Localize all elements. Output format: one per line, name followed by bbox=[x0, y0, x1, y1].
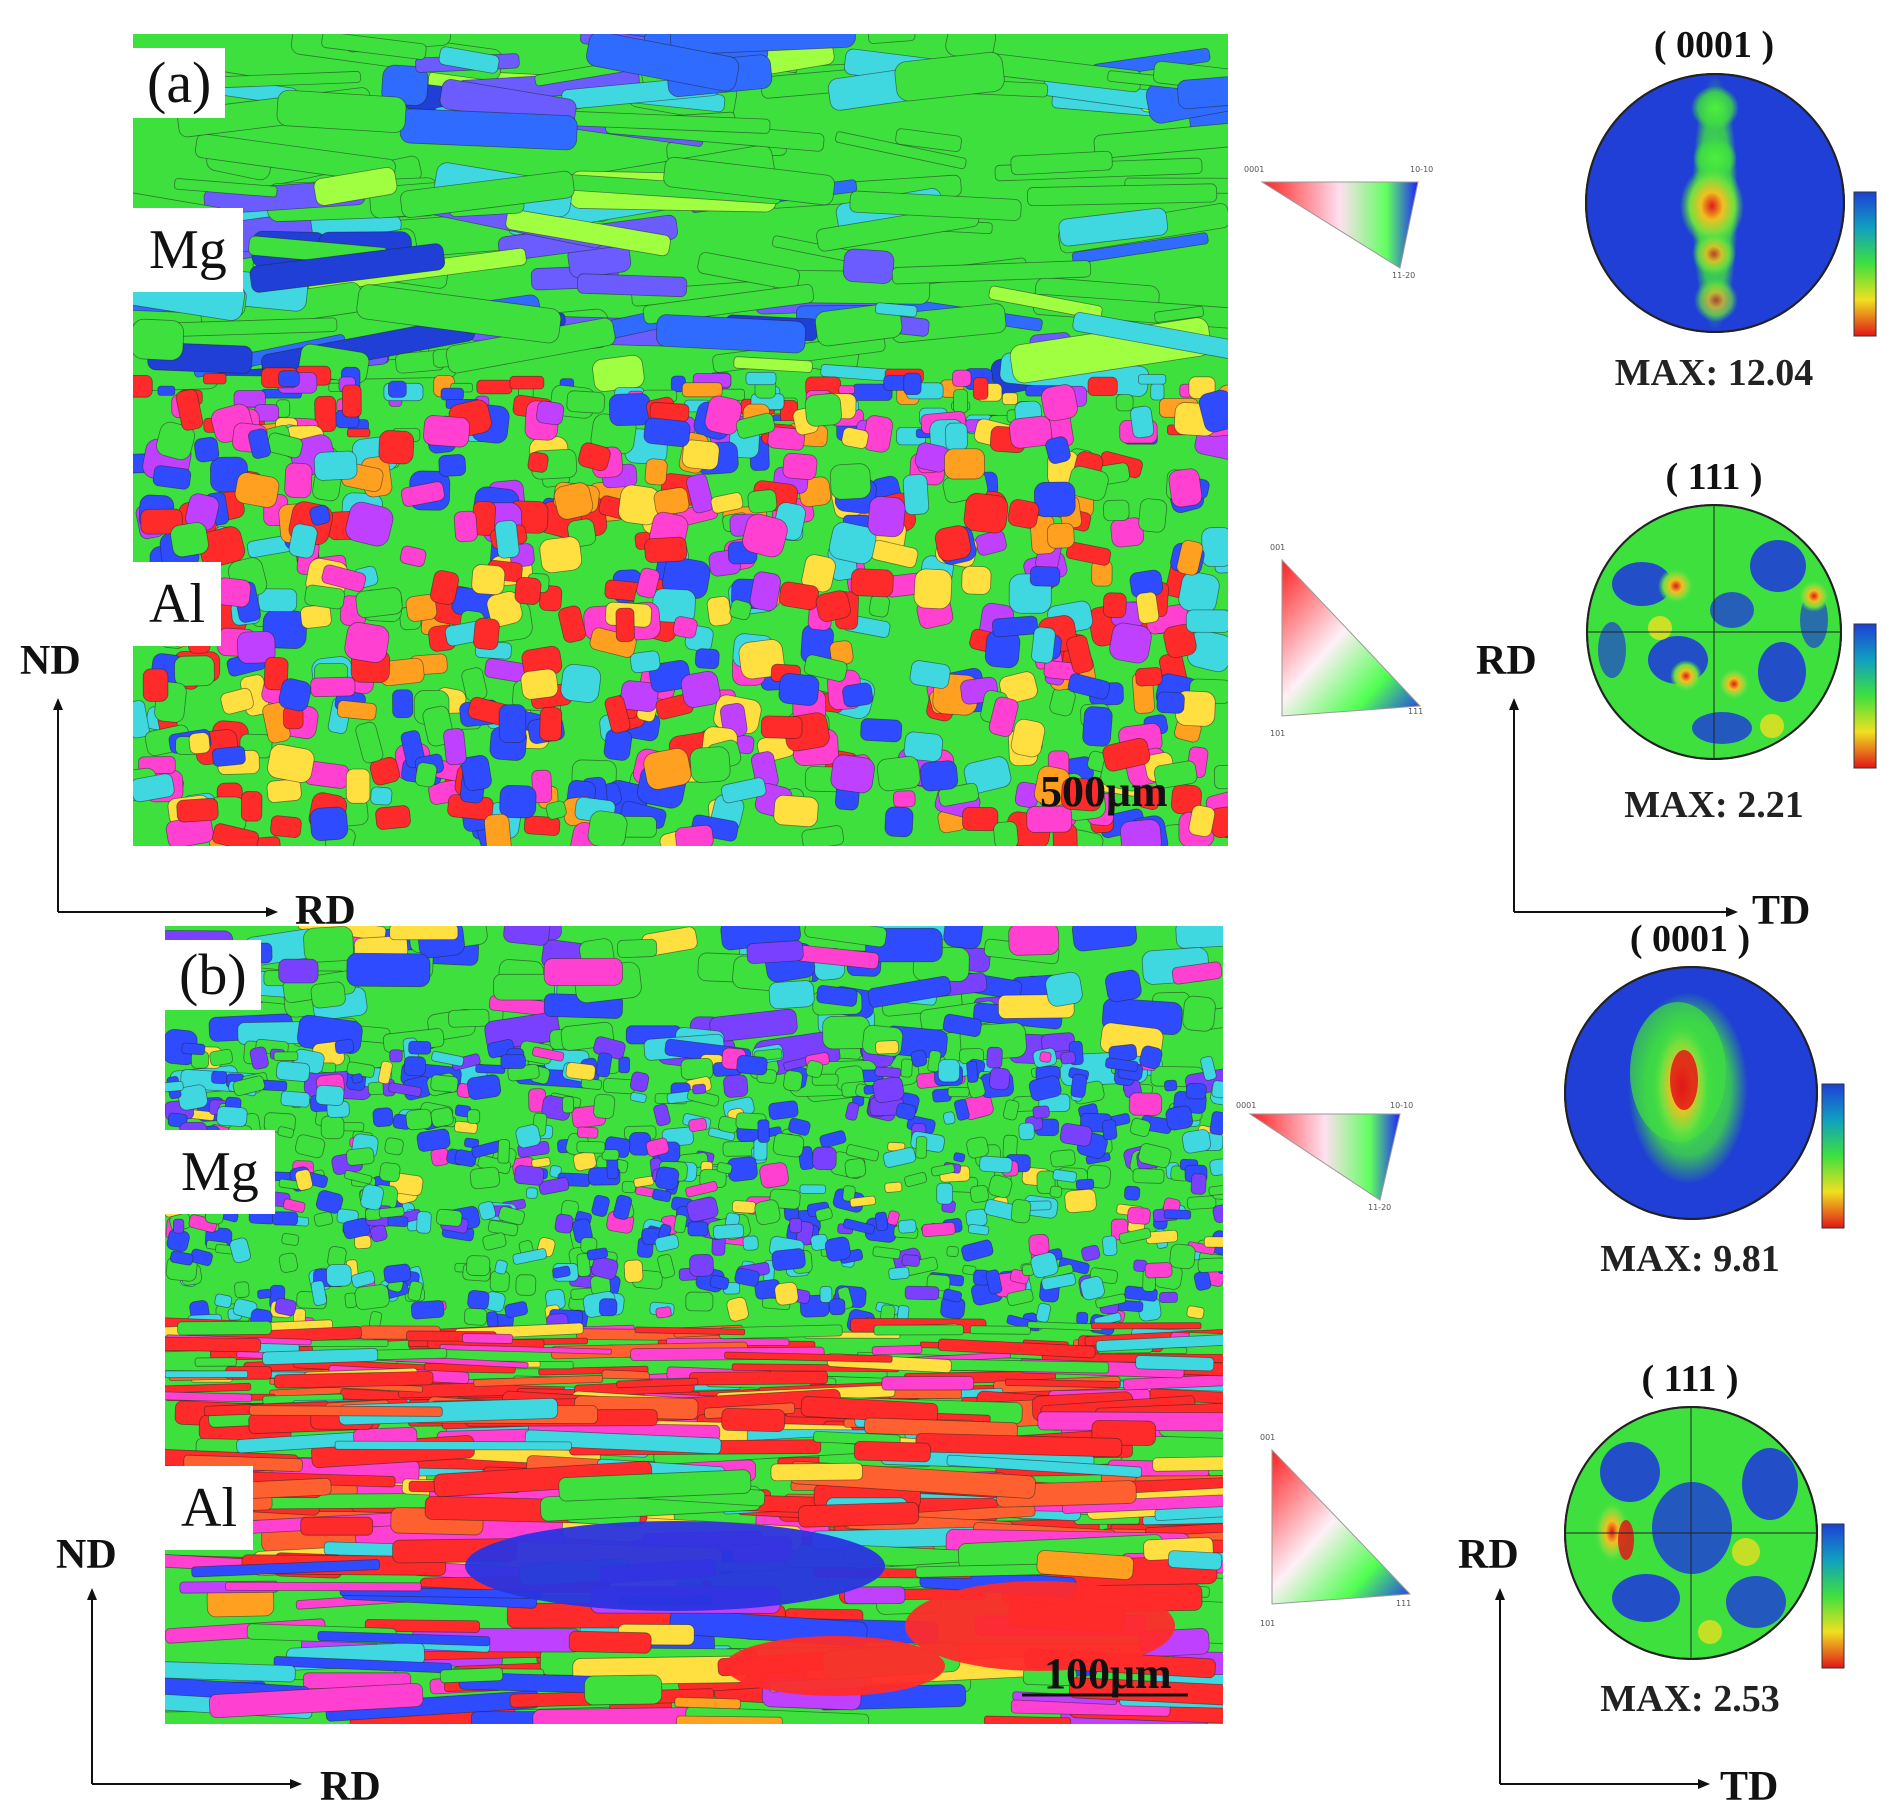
pole-figure-al-a bbox=[1586, 504, 1842, 760]
pf-title-mg-a: ( 0001 ) bbox=[1653, 24, 1775, 66]
pf-axes-b bbox=[1495, 1588, 1710, 1789]
phase-label-mg-b: Mg bbox=[165, 1130, 275, 1214]
ipf-tick-mg-a-2: 11-20 bbox=[1392, 271, 1416, 280]
pf-axis-label-td-b: TD bbox=[1720, 1764, 1779, 1810]
ipf-key-al-b bbox=[1271, 1448, 1412, 1605]
pf-axes-a bbox=[1509, 698, 1738, 917]
pf-title-al-a: ( 111 ) bbox=[1665, 456, 1763, 498]
ipf-tick-al-a-0: 001 bbox=[1270, 543, 1286, 552]
ipf-key-mg-a bbox=[1260, 181, 1419, 269]
phase-label-al-b: Al bbox=[165, 1466, 253, 1550]
ipf-key-mg-b bbox=[1248, 1113, 1401, 1201]
pole-figure-al-b bbox=[1564, 1406, 1818, 1660]
pole-figure-mg-a bbox=[1585, 73, 1845, 333]
axis-label-rd-a: RD bbox=[295, 888, 356, 934]
pf-title-al-b: ( 111 ) bbox=[1641, 1358, 1739, 1400]
axis-label-rd-b: RD bbox=[320, 1764, 381, 1810]
scale-bar-b bbox=[1022, 1693, 1188, 1697]
pf-max-al-a: MAX: 2.21 bbox=[1624, 784, 1804, 826]
ipf-tick-al-b-2: 111 bbox=[1396, 1599, 1412, 1608]
ipf-tick-al-a-2: 111 bbox=[1408, 707, 1424, 716]
scale-bar-label-b: 100μm bbox=[1044, 1649, 1172, 1698]
pf-max-mg-a: MAX: 12.04 bbox=[1614, 352, 1814, 394]
pf-max-al-b: MAX: 2.53 bbox=[1600, 1678, 1780, 1720]
panel-letter-b: (b) bbox=[165, 940, 261, 1010]
ipf-tick-mg-a-1: 10-10 bbox=[1410, 165, 1434, 174]
colorbar-mg-b bbox=[1821, 1083, 1845, 1229]
pf-axis-label-rd-a: RD bbox=[1476, 638, 1537, 684]
scale-bar-label-a: 500μm bbox=[1040, 767, 1168, 816]
ipf-tick-mg-b-0: 0001 bbox=[1236, 1101, 1257, 1110]
axis-label-nd-b: ND bbox=[56, 1532, 117, 1578]
ipf-key-al-a bbox=[1281, 558, 1422, 717]
pf-title-mg-b: ( 0001 ) bbox=[1629, 918, 1751, 960]
colorbar-al-b bbox=[1821, 1523, 1845, 1669]
phase-label-mg-a: Mg bbox=[133, 208, 243, 292]
ipf-tick-mg-a-0: 0001 bbox=[1244, 165, 1265, 174]
pole-figure-mg-b bbox=[1564, 966, 1818, 1220]
pf-axis-label-rd-b: RD bbox=[1458, 1532, 1519, 1578]
phase-label-al-a: Al bbox=[133, 562, 221, 646]
sample-axes-a bbox=[53, 698, 278, 917]
ipf-tick-mg-b-2: 11-20 bbox=[1368, 1203, 1392, 1212]
axis-label-nd-a: ND bbox=[20, 638, 81, 684]
pf-max-mg-b: MAX: 9.81 bbox=[1600, 1238, 1780, 1280]
ipf-tick-mg-b-1: 10-10 bbox=[1390, 1101, 1414, 1110]
panel-letter-a: (a) bbox=[133, 48, 226, 118]
pf-axis-label-td-a: TD bbox=[1752, 888, 1811, 934]
colorbar-al-a bbox=[1853, 623, 1877, 769]
ipf-tick-al-b-0: 001 bbox=[1260, 1433, 1276, 1442]
sample-axes-b bbox=[87, 1588, 302, 1789]
colorbar-mg-a bbox=[1853, 191, 1877, 337]
ipf-tick-al-a-1: 101 bbox=[1270, 729, 1286, 738]
ebsd-map-a bbox=[133, 34, 1228, 846]
ipf-tick-al-b-1: 101 bbox=[1260, 1619, 1276, 1628]
ebsd-map-b bbox=[165, 926, 1223, 1724]
